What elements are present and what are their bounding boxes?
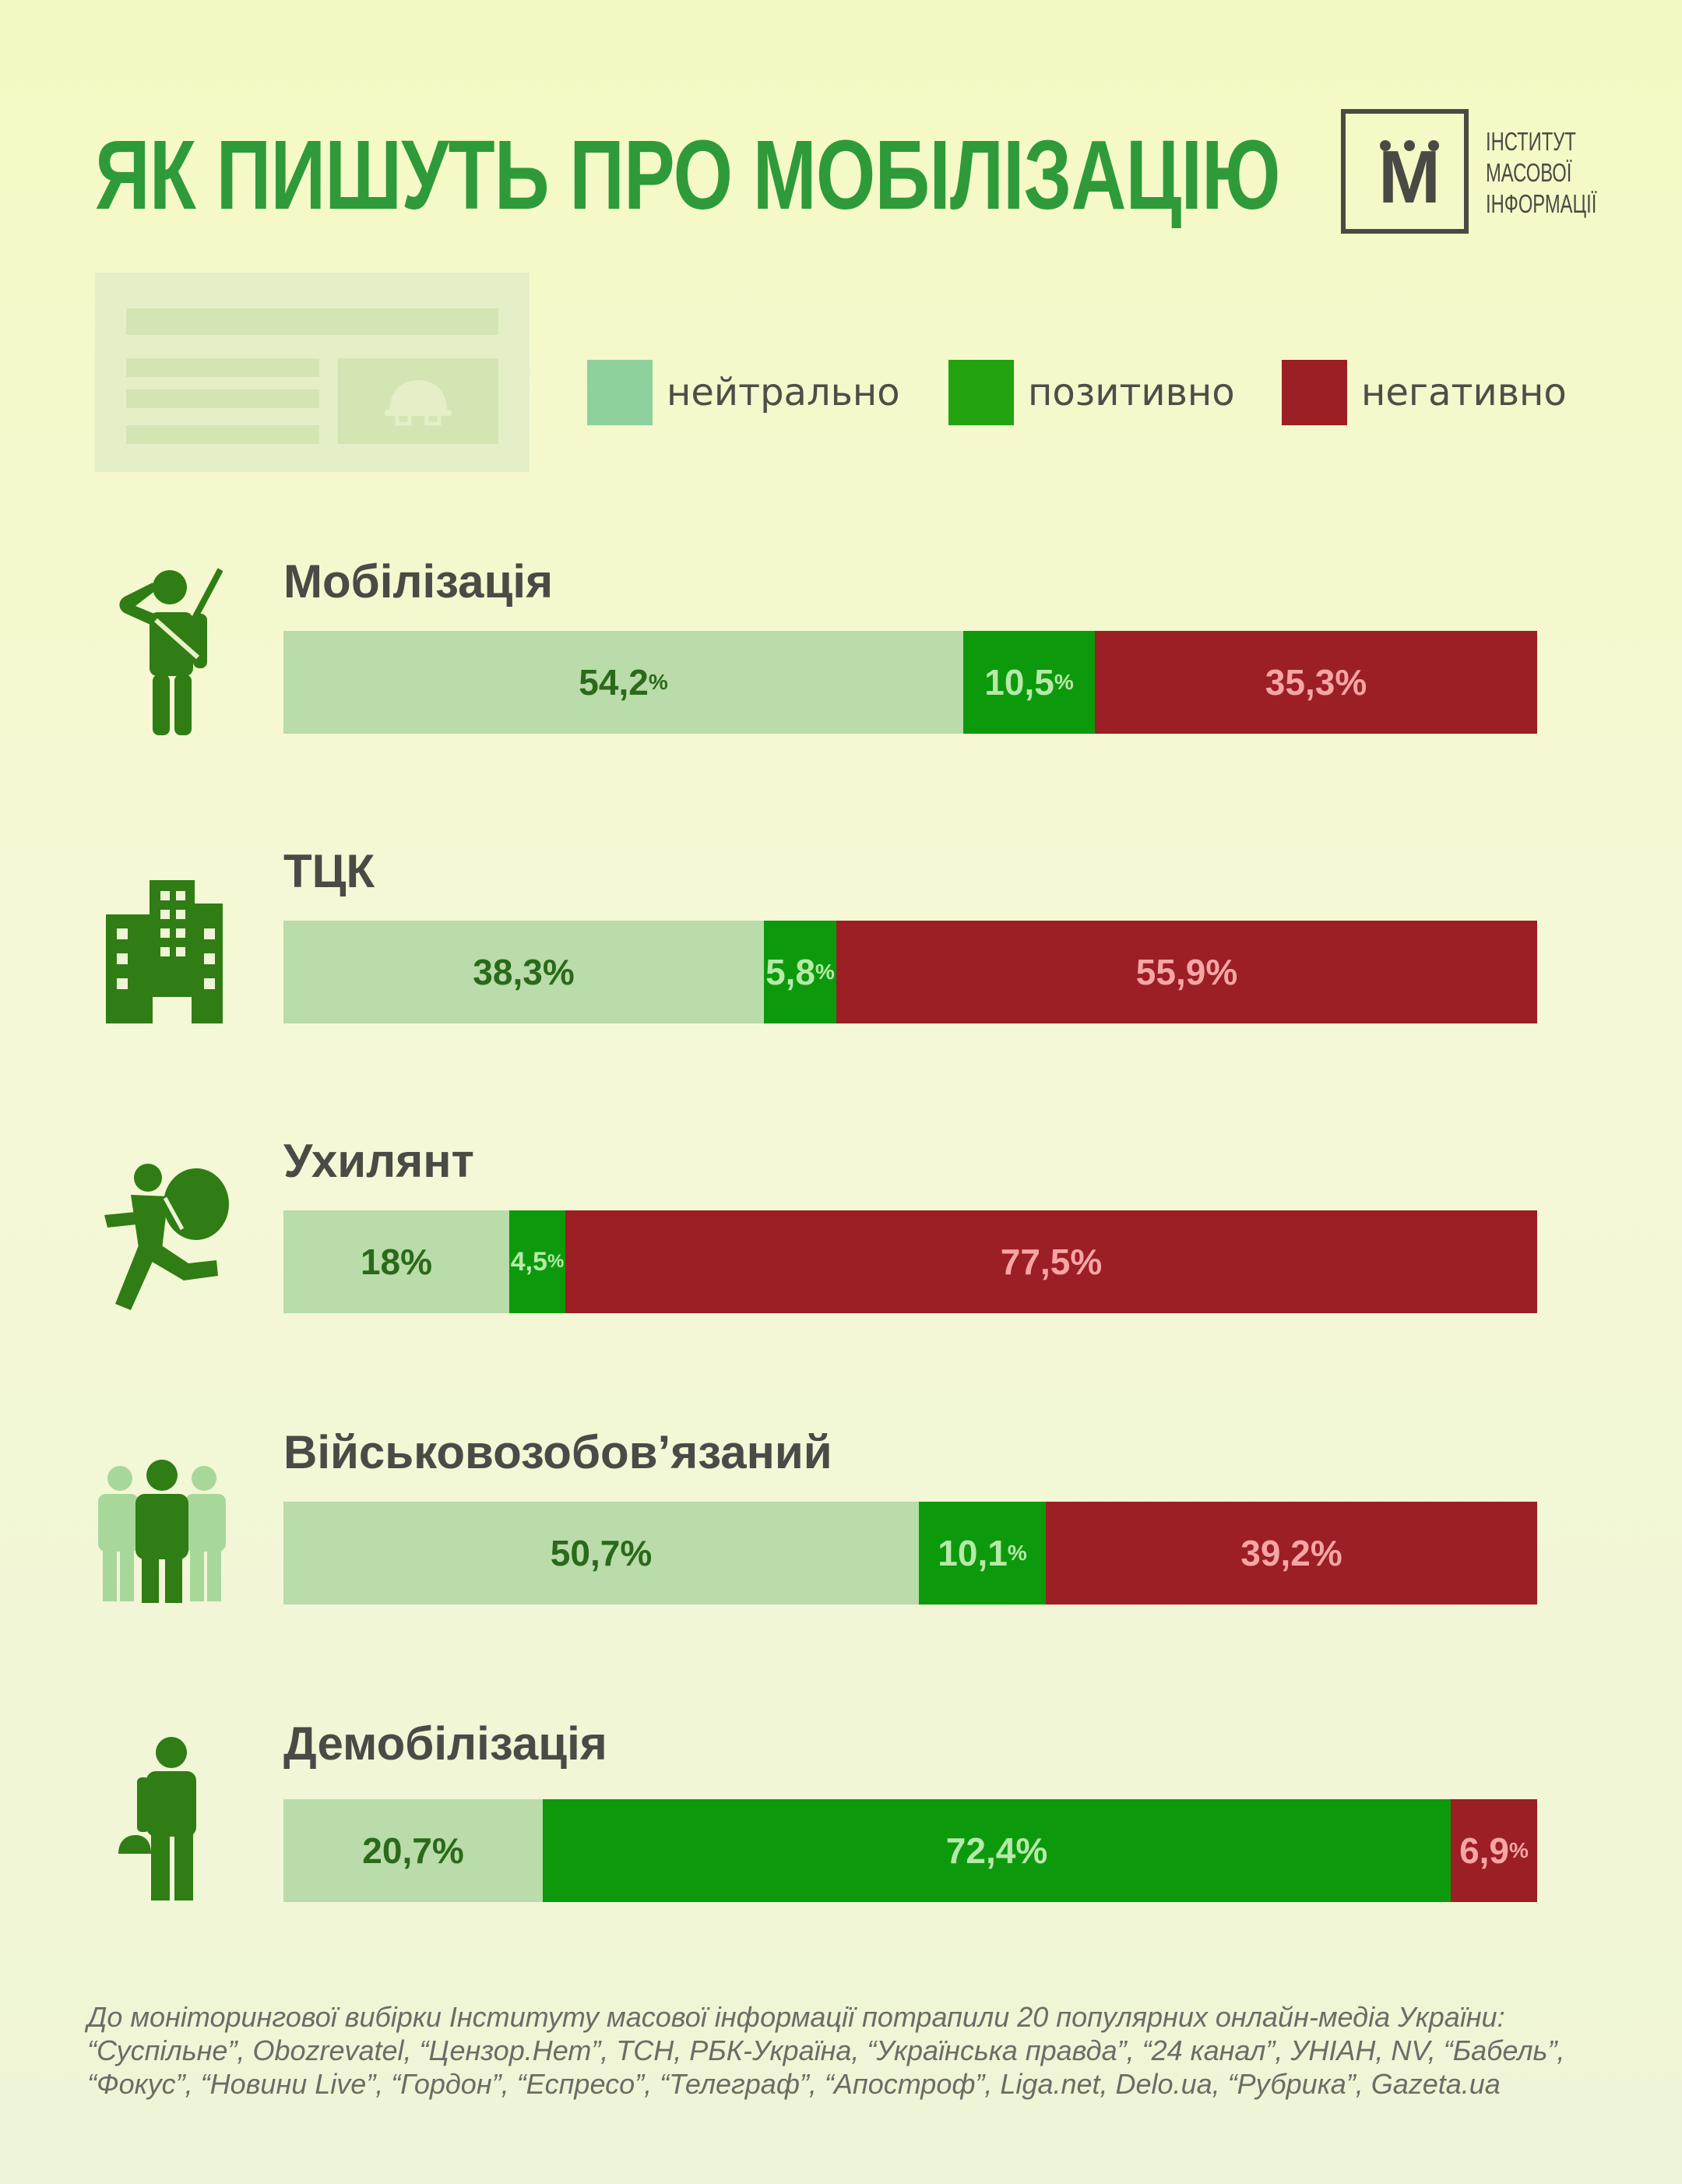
bar-row: 20,7% 72,4% 6,9% — [283, 1799, 1537, 1902]
category-label: Ухилянт — [283, 1135, 474, 1187]
logo-line: ІНФОРМАЦІЇ — [1486, 189, 1597, 218]
data-label-unit: % — [431, 1830, 464, 1871]
bar-segment-positive: 72,4% — [543, 1799, 1451, 1902]
logo-text: ІНСТИТУТ МАСОВОЇ ІНФОРМАЦІЇ — [1486, 126, 1596, 220]
data-label-unit: % — [1205, 952, 1238, 992]
legend-label: нейтрально — [667, 371, 900, 414]
logo-dot — [1380, 140, 1391, 151]
person-with-helmet-icon — [118, 1737, 196, 1900]
bar-segment-negative: 6,9% — [1451, 1799, 1537, 1902]
bar-segment-neutral: 50,7% — [283, 1502, 919, 1605]
logo-dot — [1404, 140, 1415, 151]
bar-segment-neutral: 20,7% — [283, 1799, 543, 1902]
data-label: 77,5 — [1000, 1242, 1071, 1282]
data-label-unit: % — [620, 1533, 653, 1573]
newspaper-line — [126, 358, 319, 377]
bar-segment-positive: 10,1% — [919, 1502, 1046, 1605]
data-label-unit: % — [400, 1242, 433, 1282]
category-label: ТЦК — [283, 845, 375, 897]
legend-label: позитивно — [1028, 371, 1235, 414]
data-label-unit: % — [1070, 1242, 1103, 1282]
bar-segment-negative: 55,9% — [836, 921, 1537, 1023]
data-label: 72,4 — [945, 1830, 1016, 1871]
category-label: Демобілізація — [283, 1717, 607, 1770]
data-label: 39,2 — [1240, 1533, 1311, 1573]
data-label: 55,9 — [1135, 952, 1206, 992]
running-man-with-bag-icon — [104, 1164, 229, 1310]
data-label: 6,9 — [1459, 1830, 1510, 1871]
soldier-saluting-icon — [119, 568, 223, 735]
data-label-unit: % — [542, 952, 575, 992]
building-icon — [106, 880, 223, 1023]
legend-swatch-negative — [1282, 360, 1347, 425]
data-label: 35,3 — [1265, 662, 1335, 703]
bar-segment-positive: 5,8% — [764, 921, 836, 1023]
data-label-unit: % — [1007, 1541, 1027, 1565]
bar-segment-neutral: 54,2% — [283, 631, 963, 734]
bar-row: 54,2% 10,5% 35,3% — [283, 631, 1537, 734]
bar-segment-positive: 4,5% — [509, 1210, 565, 1313]
logo-line: МАСОВОЇ — [1486, 158, 1572, 187]
bar-segment-positive: 10,5% — [963, 631, 1095, 734]
page-title: ЯК ПИШУТЬ ПРО МОБІЛІЗАЦІЮ — [95, 120, 1281, 230]
category-label: Мобілізація — [283, 555, 554, 608]
newspaper-illustration — [95, 273, 530, 472]
data-label-unit: % — [1335, 662, 1367, 703]
data-label: 10,5 — [984, 662, 1054, 703]
data-label-unit: % — [648, 670, 668, 694]
newspaper-headline — [126, 308, 498, 335]
bar-segment-negative: 39,2% — [1046, 1502, 1537, 1605]
data-label: 54,2 — [579, 662, 649, 703]
data-label: 18 — [360, 1242, 401, 1282]
bar-segment-negative: 35,3% — [1095, 631, 1537, 734]
legend-swatch-positive — [948, 360, 1014, 425]
data-label-unit: % — [1015, 1830, 1048, 1871]
data-label: 38,3 — [473, 952, 543, 992]
legend-label: негативно — [1361, 371, 1567, 414]
category-label: Військовозобов’язаний — [283, 1426, 832, 1478]
logo-dot — [1428, 140, 1439, 151]
data-label: 20,7 — [362, 1830, 432, 1871]
newspaper-line — [126, 389, 319, 408]
data-label: 4,5 — [510, 1246, 547, 1277]
bar-segment-negative: 77,5% — [565, 1210, 1537, 1313]
data-label-unit: % — [1054, 670, 1074, 694]
bar-row: 18% 4,5% 77,5% — [283, 1210, 1537, 1313]
newspaper-photo — [338, 358, 498, 444]
footnote: До моніторингової вибірки Інституту масо… — [87, 2001, 1565, 2100]
bar-segment-neutral: 18% — [283, 1210, 509, 1313]
data-label-unit: % — [1509, 1838, 1529, 1862]
logo-letter: М — [1378, 136, 1441, 219]
data-label-unit: % — [1310, 1533, 1342, 1573]
data-label: 5,8 — [765, 952, 816, 992]
helmet-icon — [385, 380, 452, 426]
newspaper-line — [126, 425, 319, 444]
crowd-person-icon — [98, 1460, 226, 1603]
data-label-unit: % — [815, 960, 835, 984]
logo-frame: М — [1341, 109, 1469, 234]
data-label: 10,1 — [938, 1533, 1008, 1573]
logo-line: ІНСТИТУТ — [1486, 127, 1576, 156]
data-label: 50,7 — [550, 1533, 621, 1573]
bar-row: 50,7% 10,1% 39,2% — [283, 1502, 1537, 1605]
data-label-unit: % — [547, 1251, 565, 1272]
bar-row: 38,3% 5,8% 55,9% — [283, 921, 1537, 1023]
bar-segment-neutral: 38,3% — [283, 921, 764, 1023]
legend-swatch-neutral — [587, 360, 653, 425]
